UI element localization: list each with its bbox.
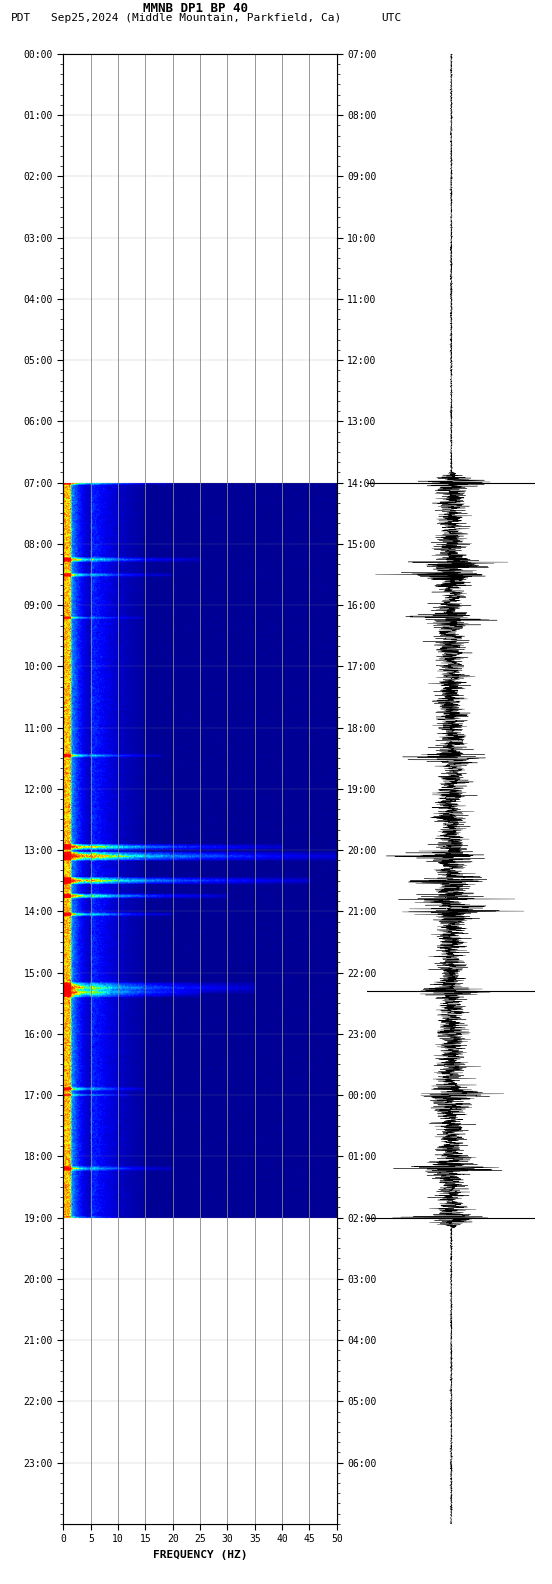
Text: PDT: PDT	[11, 13, 31, 24]
Text: Sep25,2024 (Middle Mountain, Parkfield, Ca): Sep25,2024 (Middle Mountain, Parkfield, …	[51, 13, 341, 24]
X-axis label: FREQUENCY (HZ): FREQUENCY (HZ)	[153, 1549, 247, 1560]
Bar	[63, 54, 337, 483]
Text: UTC: UTC	[381, 13, 401, 24]
Bar	[63, 1218, 337, 1524]
Text: MMNB DP1 BP 40: MMNB DP1 BP 40	[144, 2, 248, 16]
